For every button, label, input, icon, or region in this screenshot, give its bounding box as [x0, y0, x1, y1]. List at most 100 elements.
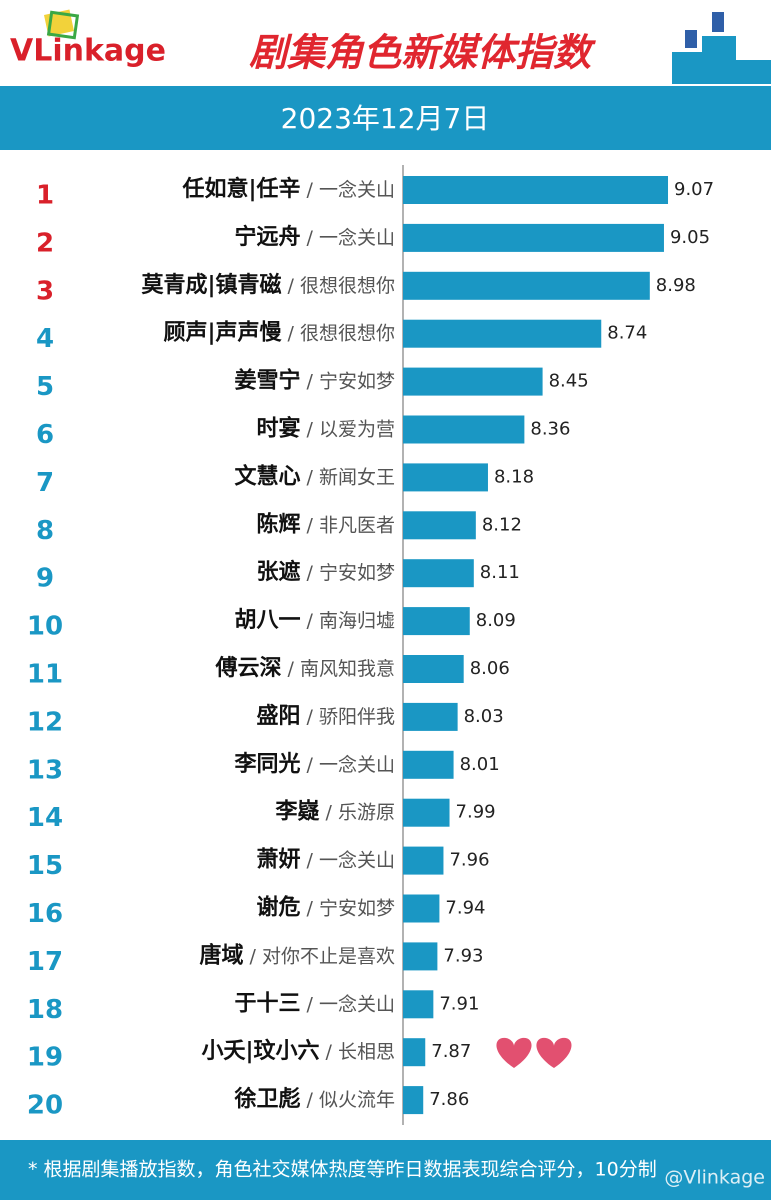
character-name: 李嶷 — [275, 800, 320, 825]
value-label: 8.18 — [494, 466, 534, 487]
footer-band — [0, 1140, 771, 1200]
chart-title: 剧集角色新媒体指数 — [249, 31, 596, 75]
character-name: 陈辉 — [257, 511, 301, 537]
rank: 15 — [27, 851, 63, 881]
rank: 14 — [27, 803, 63, 833]
value-label: 8.36 — [530, 419, 570, 440]
drama-name: / 一念关山 — [307, 225, 395, 248]
character-name: 时宴 — [257, 416, 301, 442]
footnote: * 根据剧集播放指数，角色社交媒体热度等昨日数据表现综合评分，10分制 — [28, 1159, 657, 1181]
logo-icon — [43, 9, 80, 40]
bar — [403, 702, 458, 731]
value-label: 8.06 — [470, 658, 510, 679]
row-label: 张遮 / 宁安如梦 — [257, 559, 395, 585]
value-label: 7.93 — [443, 945, 483, 966]
bar — [403, 750, 454, 779]
drama-name: / 骄阳伴我 — [307, 705, 395, 727]
bar — [403, 511, 476, 540]
rank: 2 — [36, 228, 54, 258]
subtitle-band — [0, 86, 771, 150]
character-name: 萧妍 — [257, 848, 301, 873]
bar — [403, 271, 650, 300]
drama-name: / 以爱为营 — [307, 418, 395, 440]
value-label: 7.99 — [456, 802, 496, 823]
drama-name: / 一念关山 — [307, 752, 395, 775]
value-label: 8.74 — [607, 323, 647, 344]
drama-name: / 新闻女王 — [307, 466, 395, 488]
bar — [403, 990, 434, 1019]
drama-name: / 宁安如梦 — [307, 897, 395, 919]
value-label: 8.03 — [464, 706, 504, 727]
row-label: 李嶷 / 乐游原 — [275, 800, 395, 825]
drama-name: / 似火流年 — [307, 1089, 395, 1111]
value-label: 9.07 — [674, 179, 714, 200]
value-label: 9.05 — [670, 227, 710, 248]
character-name: 姜雪宁 — [235, 368, 301, 394]
rank: 8 — [36, 516, 54, 546]
rank: 12 — [27, 707, 63, 737]
rank: 9 — [36, 564, 54, 594]
bar — [403, 1038, 426, 1067]
bar — [403, 415, 525, 444]
character-name: 谢危 — [257, 895, 301, 921]
row-label: 唐域 / 对你不止是喜欢 — [200, 942, 395, 968]
rank: 19 — [27, 1043, 63, 1073]
row-label: 小夭|玟小六 / 长相思 — [202, 1038, 396, 1064]
rank: 11 — [27, 660, 63, 690]
rank: 13 — [27, 755, 63, 785]
rank: 6 — [36, 420, 54, 450]
bar — [403, 367, 543, 396]
drama-name: / 对你不止是喜欢 — [250, 945, 395, 967]
value-label: 8.12 — [482, 514, 522, 535]
character-name: 徐卫彪 — [234, 1086, 301, 1112]
bar — [403, 463, 488, 492]
rank: 5 — [36, 372, 54, 402]
value-label: 7.94 — [445, 898, 485, 919]
value-label: 7.87 — [431, 1041, 471, 1062]
row-label: 莫青成|镇青磁 / 很想很想你 — [142, 272, 396, 298]
value-label: 7.96 — [449, 850, 489, 871]
row-label: 傅云深 / 南风知我意 — [215, 656, 395, 681]
rank: 4 — [36, 324, 54, 354]
row-label: 胡八一 / 南海归墟 — [235, 608, 395, 633]
row-label: 任如意|任辛 / 一念关山 — [182, 176, 396, 202]
character-name: 顾声|声声慢 — [164, 320, 283, 346]
drama-name: / 一念关山 — [307, 178, 395, 201]
rank: 16 — [27, 899, 63, 929]
drama-name: / 宁安如梦 — [307, 370, 395, 392]
rank: 20 — [27, 1091, 63, 1121]
drama-name: / 非凡医者 — [307, 514, 395, 536]
subtitle: 2023年12月7日 — [281, 102, 490, 135]
drama-name: / 一念关山 — [307, 848, 395, 871]
bar — [403, 846, 444, 875]
bar — [403, 1086, 424, 1115]
rank: 7 — [36, 468, 54, 498]
drama-name: / 很想很想你 — [288, 274, 395, 296]
character-name: 宁远舟 — [235, 224, 301, 250]
character-name: 胡八一 — [235, 608, 301, 633]
bar — [403, 559, 474, 588]
bar — [403, 319, 602, 348]
character-name: 于十三 — [235, 991, 301, 1016]
watermark: @Vlinkage — [664, 1167, 765, 1189]
row-label: 时宴 / 以爱为营 — [257, 416, 395, 442]
bar — [403, 176, 669, 204]
character-name: 盛阳 — [257, 703, 301, 729]
row-label: 陈辉 / 非凡医者 — [257, 511, 395, 537]
rank: 1 — [36, 181, 54, 211]
bar — [403, 655, 464, 683]
character-name: 莫青成|镇青磁 — [142, 272, 282, 298]
character-name: 傅云深 — [215, 656, 282, 681]
bar — [403, 894, 440, 923]
drama-name: / 宁安如梦 — [307, 562, 395, 584]
row-label: 于十三 / 一念关山 — [235, 991, 395, 1016]
drama-name: / 很想很想你 — [288, 322, 395, 344]
drama-name: / 南海归墟 — [307, 610, 395, 632]
row-label: 李同光 / 一念关山 — [234, 752, 395, 777]
character-name: 小夭|玟小六 — [202, 1038, 320, 1064]
logo: VLinkage — [10, 34, 166, 69]
row-label: 萧妍 / 一念关山 — [257, 848, 395, 873]
value-label: 8.11 — [480, 562, 520, 583]
row-label: 顾声|声声慢 / 很想很想你 — [164, 320, 396, 346]
